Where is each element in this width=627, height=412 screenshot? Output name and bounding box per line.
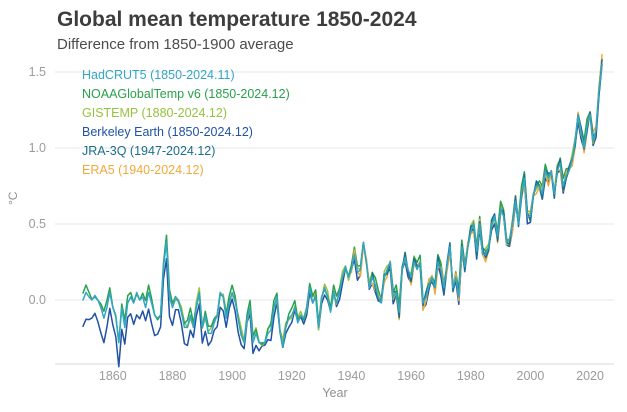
series-line-jra-3q bbox=[371, 59, 603, 319]
legend-item-noaaglobaltemp: NOAAGlobalTemp v6 (1850-2024.12) bbox=[82, 87, 290, 101]
x-tick-label: 1980 bbox=[457, 369, 485, 383]
y-tick-label: 1.5 bbox=[29, 65, 46, 79]
y-axis-label: °C bbox=[6, 191, 20, 205]
x-tick-label: 1940 bbox=[338, 369, 366, 383]
legend-item-era5: ERA5 (1940-2024.12) bbox=[82, 163, 204, 177]
legend-item-hadcrut5: HadCRUT5 (1850-2024.11) bbox=[82, 68, 235, 82]
x-tick-label: 1880 bbox=[159, 369, 187, 383]
legend-item-jra-3q: JRA-3Q (1947-2024.12) bbox=[82, 144, 216, 158]
chart-title: Global mean temperature 1850-2024 bbox=[57, 8, 417, 31]
chart-header: Global mean temperature 1850-2024 Differ… bbox=[57, 8, 417, 54]
chart-subtitle: Difference from 1850-1900 average bbox=[57, 36, 294, 54]
x-tick-label: 2000 bbox=[517, 369, 545, 383]
x-tick-label: 1960 bbox=[397, 369, 425, 383]
legend-item-gistemp: GISTEMP (1880-2024.12) bbox=[82, 106, 227, 120]
chart-legend: HadCRUT5 (1850-2024.11) NOAAGlobalTemp v6… bbox=[82, 66, 290, 180]
legend-item-berkeley-earth: Berkeley Earth (1850-2024.12) bbox=[82, 125, 253, 139]
x-tick-label: 1860 bbox=[99, 369, 127, 383]
x-axis-label: Year bbox=[322, 386, 348, 400]
series-line-hadcrut5 bbox=[82, 63, 603, 347]
x-tick-label: 2020 bbox=[576, 369, 604, 383]
y-tick-label: 0.0 bbox=[29, 293, 46, 307]
y-tick-label: 0.5 bbox=[29, 217, 46, 231]
x-tick-label: 1920 bbox=[278, 369, 306, 383]
y-tick-label: 1.0 bbox=[29, 141, 46, 155]
x-tick-label: 1900 bbox=[218, 369, 246, 383]
